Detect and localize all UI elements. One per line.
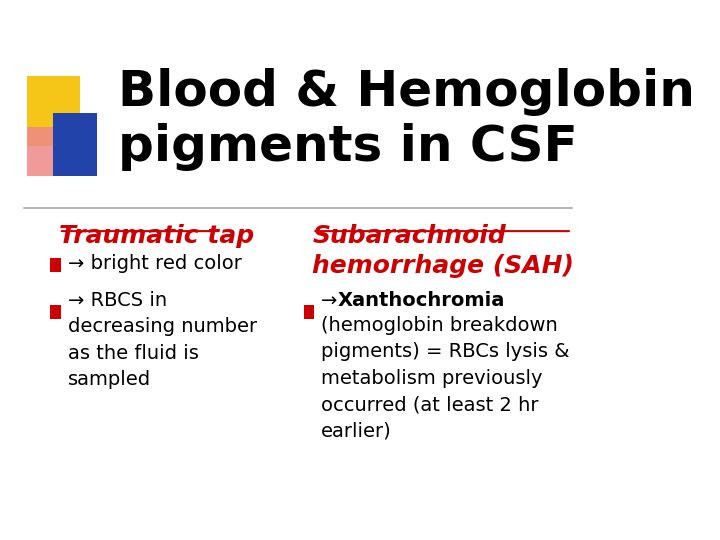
Text: → RBCS in
decreasing number
as the fluid is
sampled: → RBCS in decreasing number as the fluid… [68, 291, 257, 389]
FancyBboxPatch shape [50, 258, 60, 272]
FancyBboxPatch shape [304, 305, 314, 319]
Text: →: → [321, 291, 344, 309]
Text: (hemoglobin breakdown
pigments) = RBCs lysis &
metabolism previously
occurred (a: (hemoglobin breakdown pigments) = RBCs l… [321, 316, 570, 441]
Text: Blood & Hemoglobin
pigments in CSF: Blood & Hemoglobin pigments in CSF [118, 68, 695, 171]
FancyBboxPatch shape [27, 76, 80, 146]
Text: → bright red color: → bright red color [68, 254, 242, 273]
FancyBboxPatch shape [50, 305, 60, 319]
FancyBboxPatch shape [53, 113, 97, 176]
Text: Traumatic tap: Traumatic tap [59, 224, 254, 248]
Text: Subarachnoid
hemorrhage (SAH): Subarachnoid hemorrhage (SAH) [312, 224, 575, 278]
Text: Xanthochromia: Xanthochromia [337, 291, 505, 309]
FancyBboxPatch shape [27, 127, 63, 176]
